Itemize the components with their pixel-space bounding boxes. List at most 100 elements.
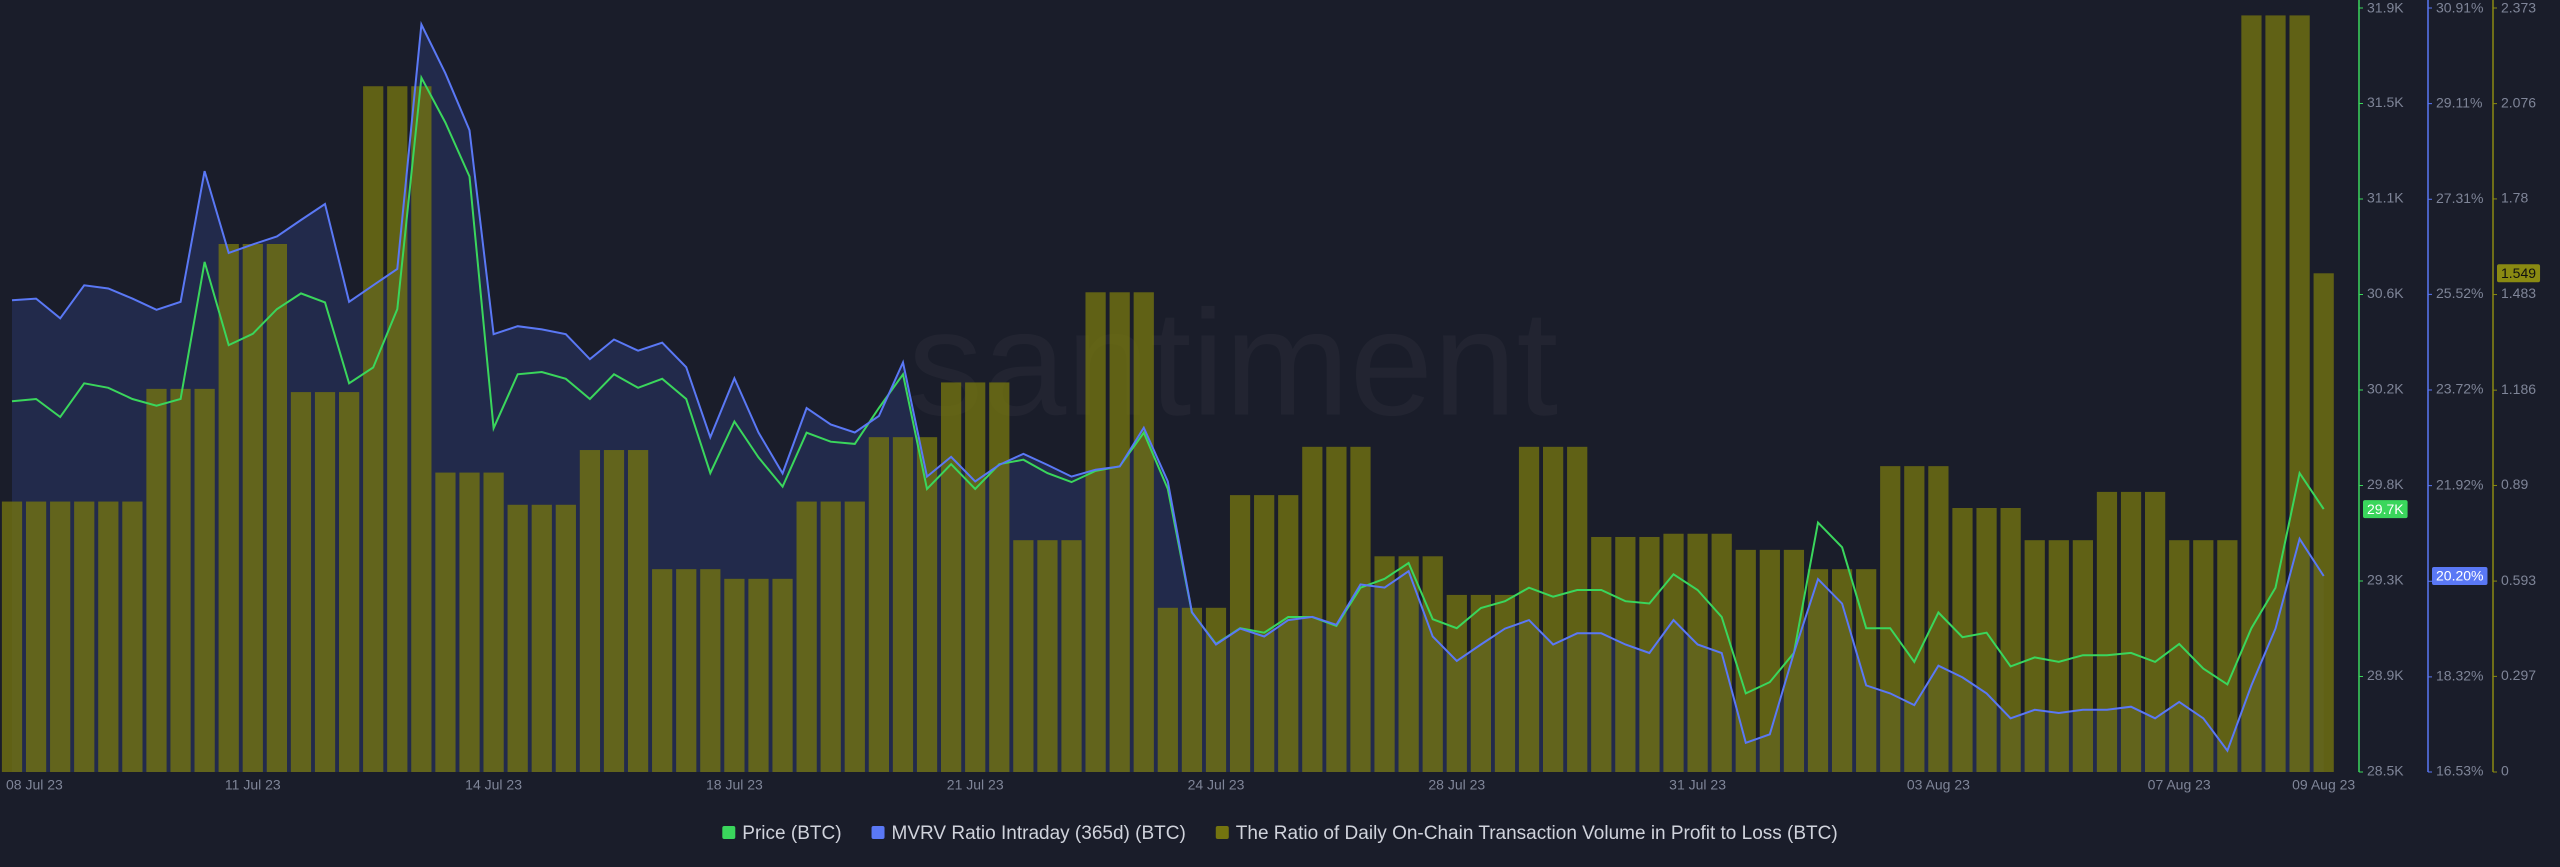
badge-label: 1.549	[2501, 265, 2536, 281]
bar	[1663, 533, 1684, 772]
bar	[1205, 607, 1227, 772]
bar	[1687, 533, 1708, 772]
y-tick-label: 29.3K	[2367, 572, 2404, 588]
bar	[989, 382, 1010, 772]
bar	[772, 578, 793, 772]
y-tick-label: 31.1K	[2367, 190, 2404, 206]
badge-label: 20.20%	[2436, 568, 2483, 584]
bar	[1422, 556, 1443, 772]
bar	[1735, 549, 1756, 772]
bar	[1952, 507, 1973, 772]
legend-label: The Ratio of Daily On-Chain Transaction …	[1236, 823, 1838, 844]
y-tick-label: 0.297	[2501, 667, 2536, 683]
bar	[916, 437, 938, 772]
legend-label: Price (BTC)	[742, 823, 841, 844]
y-tick-label: 29.11%	[2436, 94, 2482, 110]
bar	[2096, 491, 2118, 772]
bar	[1, 501, 23, 772]
legend-swatch	[722, 826, 736, 839]
y-tick-label: 0.89	[2501, 476, 2528, 492]
bar	[1109, 292, 1130, 772]
y-tick-label: 27.31%	[2436, 190, 2483, 206]
bar	[122, 501, 143, 772]
x-tick-label: 31 Jul 23	[1669, 777, 1726, 793]
bar	[1013, 540, 1034, 772]
bar	[2217, 540, 2238, 772]
bar	[724, 578, 745, 772]
bar	[579, 450, 601, 772]
bar	[1615, 536, 1636, 772]
bar	[1037, 540, 1058, 772]
x-tick-label: 28 Jul 23	[1428, 777, 1485, 793]
bar	[1446, 594, 1467, 772]
bar	[218, 243, 239, 772]
y-tick-label: 30.6K	[2367, 285, 2404, 301]
y-tick-label: 1.186	[2501, 381, 2536, 397]
bar	[25, 501, 47, 772]
y-tick-label: 31.5K	[2367, 94, 2404, 110]
bar-layer	[1, 15, 2334, 773]
y-tick-label: 1.78	[2501, 190, 2528, 206]
bar	[796, 501, 817, 772]
bar	[603, 450, 625, 772]
x-tick-label: 03 Aug 23	[1907, 777, 1970, 793]
x-tick-label: 24 Jul 23	[1188, 777, 1245, 793]
y-tick-label: 0	[2501, 763, 2509, 779]
bar	[1278, 495, 1299, 772]
bar	[411, 86, 432, 772]
legend-label: MVRV Ratio Intraday (365d) (BTC)	[892, 823, 1186, 844]
bar	[2289, 15, 2310, 773]
bar	[892, 437, 914, 772]
bar	[314, 392, 336, 772]
bar	[1976, 507, 1997, 772]
bar	[844, 501, 865, 772]
bar	[531, 504, 552, 772]
x-tick-label: 21 Jul 23	[947, 777, 1004, 793]
bar	[1398, 556, 1419, 772]
legend-swatch	[1215, 826, 1229, 839]
y-tick-label: 16.53%	[2436, 763, 2483, 779]
y-tick-label: 25.52%	[2436, 285, 2483, 301]
bar	[1350, 446, 1371, 772]
bar	[363, 86, 384, 772]
y-tick-label: 28.5K	[2367, 763, 2404, 779]
bar	[170, 388, 191, 772]
bar	[1567, 446, 1588, 772]
bar	[627, 450, 649, 772]
bar	[1494, 594, 1516, 772]
y-tick-label: 29.8K	[2367, 476, 2404, 492]
bar	[1783, 549, 1805, 772]
bar	[1326, 446, 1347, 772]
price-line	[11, 74, 2325, 695]
bar	[2145, 491, 2166, 772]
bar	[1518, 446, 1540, 772]
bar	[50, 501, 71, 772]
badge-label: 29.7K	[2367, 501, 2404, 517]
bar	[2169, 540, 2190, 772]
bar	[459, 472, 480, 772]
value-badge: 20.20%	[2432, 566, 2488, 585]
bar	[98, 501, 119, 772]
y-tick-label: 18.32%	[2436, 668, 2483, 684]
bar	[1374, 556, 1395, 772]
x-tick-label: 18 Jul 23	[706, 777, 763, 793]
bar	[748, 578, 769, 772]
badge-box	[2497, 264, 2541, 283]
bar	[868, 437, 889, 772]
y-tick-label: 2.076	[2501, 94, 2536, 110]
bar	[194, 388, 215, 772]
bar	[1302, 446, 1323, 772]
bar	[290, 392, 312, 772]
mvrv-line	[11, 20, 2325, 753]
bar	[555, 504, 576, 772]
x-tick-label: 09 Aug 23	[2292, 777, 2355, 793]
badge-box	[2363, 500, 2408, 519]
bar	[2000, 507, 2021, 772]
bar	[2193, 540, 2214, 772]
bar	[1543, 446, 1564, 772]
bar	[1085, 292, 1106, 772]
bar	[1928, 466, 1949, 772]
bar	[1880, 466, 1901, 772]
badge-box	[2432, 566, 2488, 585]
